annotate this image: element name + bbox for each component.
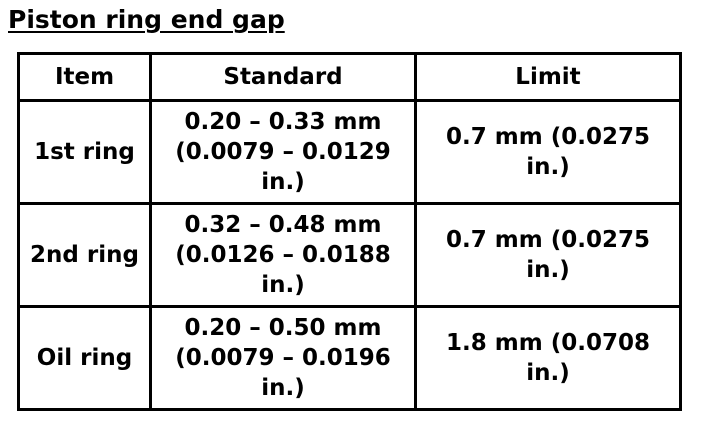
row: Oil ring 0.20 – 0.50 mm (0.0079 – 0.0196… bbox=[17, 304, 682, 412]
column-header: Limit bbox=[414, 52, 682, 102]
cell: 0.32 – 0.48 mm (0.0126 – 0.0188 in.) bbox=[149, 201, 417, 308]
cell: 2nd ring bbox=[17, 201, 152, 308]
cell: 0.20 – 0.50 mm (0.0079 – 0.0196 in.) bbox=[149, 304, 417, 412]
cell: 0.7 mm (0.0275 in.) bbox=[414, 201, 682, 308]
row: 1st ring 0.20 – 0.33 mm (0.0079 – 0.0129… bbox=[17, 98, 682, 205]
cell: 0.20 – 0.33 mm (0.0079 – 0.0129 in.) bbox=[149, 98, 417, 205]
title: Piston ring end gap bbox=[8, 5, 285, 34]
column-header: Standard bbox=[149, 52, 417, 102]
column-header: Item bbox=[17, 52, 152, 102]
cell: 1.8 mm (0.0708 in.) bbox=[414, 304, 682, 412]
spec-table: Item Standard Limit 1st ring 0.20 – 0.33… bbox=[17, 52, 682, 412]
cell: 1st ring bbox=[17, 98, 152, 205]
cell: Oil ring bbox=[17, 304, 152, 412]
cell: 0.7 mm (0.0275 in.) bbox=[414, 98, 682, 205]
header-row: Item Standard Limit bbox=[17, 52, 682, 102]
row: 2nd ring 0.32 – 0.48 mm (0.0126 – 0.0188… bbox=[17, 201, 682, 308]
